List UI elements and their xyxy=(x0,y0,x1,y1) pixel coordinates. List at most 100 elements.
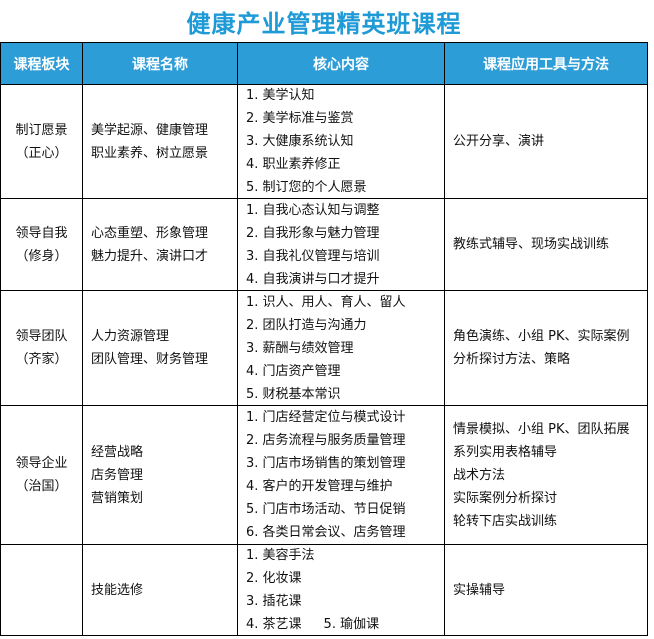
content-item: 1. 自我心态认知与调整 xyxy=(246,202,380,218)
content-item: 5. 制订您的个人愿景 xyxy=(246,180,367,195)
module-line: 领导团队 xyxy=(15,329,68,344)
course-line: 技能选修 xyxy=(91,582,144,598)
methods-line: 系列实用表格辅导 xyxy=(453,444,558,460)
content-line: 1. 识人、用人、育人、留人 xyxy=(246,291,444,314)
content-line: 3. 大健康系统认知 xyxy=(246,130,444,153)
content-line: 4. 客户的开发管理与维护 xyxy=(246,475,444,498)
course-line: 营销策划 xyxy=(91,490,144,506)
course-line: 职业素养、树立愿景 xyxy=(91,145,209,161)
content-item: 6. 各类日常会议、店务管理 xyxy=(246,525,406,540)
content-line: 2. 店务流程与服务质量管理 xyxy=(246,429,444,452)
content-item: 2. 美学标准与鉴赏 xyxy=(246,111,354,126)
header-cell: 课程名称 xyxy=(83,43,238,85)
methods-cell: 实操辅导 xyxy=(445,545,648,636)
header-cell: 课程板块 xyxy=(0,43,83,85)
module-line: （齐家） xyxy=(15,352,68,367)
content-item: 5. 瑜伽课 xyxy=(323,617,380,632)
methods-cell: 情景模拟、小组 PK、团队拓展 系列实用表格辅导 战术方法 实际案例分析探讨 轮转下店实… xyxy=(445,406,648,545)
content-item: 4. 门店资产管理 xyxy=(246,363,341,379)
content-line: 5. 制订您的个人愿景 xyxy=(246,176,444,199)
course-line: 团队管理、财务管理 xyxy=(91,352,209,367)
content-item: 4. 客户的开发管理与维护 xyxy=(246,479,393,494)
methods-line: 实操辅导 xyxy=(453,582,506,598)
methods-cell: 公开分享、演讲 xyxy=(445,85,648,199)
content-line: 2. 自我形象与魅力管理 xyxy=(246,222,444,245)
content-item: 1. 美学认知 xyxy=(246,88,315,103)
content-item: 5. 财税基本常识 xyxy=(246,386,341,402)
module-line: （正心） xyxy=(15,145,68,161)
content-item: 3. 插花课 xyxy=(246,594,302,609)
course-line: 店务管理 xyxy=(91,467,144,483)
course-line: 人力资源管理 xyxy=(91,329,170,344)
course-line: 美学起源、健康管理 xyxy=(91,122,209,138)
header-cell: 课程应用工具与方法 xyxy=(445,43,648,85)
module-line: 领导企业 xyxy=(15,456,68,471)
methods-line: 战术方法 xyxy=(453,467,506,483)
content-line: 1. 自我心态认知与调整 xyxy=(246,199,444,222)
content-line: 2. 美学标准与鉴赏 xyxy=(246,107,444,130)
content-line: 3. 自我礼仪管理与培训 xyxy=(246,245,444,268)
content-line: 1. 美容手法 xyxy=(246,544,444,567)
content-line: 3. 门店市场销售的策划管理 xyxy=(246,452,444,475)
header-cell: 核心内容 xyxy=(238,43,445,85)
module-cell: 领导企业 （治国） xyxy=(0,406,83,545)
module-cell: 制订愿景 （正心） xyxy=(0,85,83,199)
module-cell: 领导自我 （修身） xyxy=(0,199,83,291)
methods-cell: 角色演练、小组 PK、实际案例 分析探讨方法、策略 xyxy=(445,291,648,406)
course-cell: 经营战略店务管理营销策划 xyxy=(83,406,238,545)
content-line: 3. 薪酬与绩效管理 xyxy=(246,337,444,360)
content-line: 5. 财税基本常识 xyxy=(246,383,444,406)
content-line: 6. 各类日常会议、店务管理 xyxy=(246,521,444,544)
course-line: 心态重塑、形象管理 xyxy=(91,225,209,241)
methods-line: 轮转下店实战训练 xyxy=(453,513,558,529)
content-item: 2. 化妆课 xyxy=(246,571,302,586)
content-item: 4. 茶艺课 xyxy=(246,617,302,632)
methods-line: 分析探讨方法、策略 xyxy=(453,352,571,367)
methods-line: 情景模拟、小组 PK、团队拓展 xyxy=(453,421,630,437)
module-cell xyxy=(0,545,83,636)
content-line: 1. 美学认知 xyxy=(246,84,444,107)
module-line: （修身） xyxy=(15,248,68,264)
content-item: 4. 自我演讲与口才提升 xyxy=(246,271,380,287)
content-cell: 1. 识人、用人、育人、留人 2. 团队打造与沟通力 3. 薪酬与绩效管理 4. 门店… xyxy=(238,291,445,406)
content-item: 1. 美容手法 xyxy=(246,548,315,563)
content-line: 2. 团队打造与沟通力 xyxy=(246,314,444,337)
content-item: 5. 门店市场活动、节日促销 xyxy=(246,502,406,517)
course-cell: 美学起源、健康管理 职业素养、树立愿景 xyxy=(83,85,238,199)
content-item: 2. 店务流程与服务质量管理 xyxy=(246,433,406,448)
course-line: 经营战略 xyxy=(91,444,144,460)
content-cell: 1. 门店经营定位与模式设计 2. 店务流程与服务质量管理 3. 门店市场销售的策划… xyxy=(238,406,445,545)
course-line: 魅力提升、演讲口才 xyxy=(91,248,209,264)
module-line: （治国） xyxy=(15,479,68,494)
content-line: 3. 插花课 xyxy=(246,590,444,613)
content-item: 2. 自我形象与魅力管理 xyxy=(246,225,380,241)
content-item: 1. 识人、用人、育人、留人 xyxy=(246,294,406,310)
content-item: 1. 门店经营定位与模式设计 xyxy=(246,410,406,425)
methods-line: 角色演练、小组 PK、实际案例 xyxy=(453,329,630,344)
content-item: 3. 薪酬与绩效管理 xyxy=(246,340,354,356)
content-line: 4. 门店资产管理 xyxy=(246,360,444,383)
course-cell: 人力资源管理团队管理、财务管理 xyxy=(83,291,238,406)
methods-cell: 教练式辅导、现场实战训练 xyxy=(445,199,648,291)
content-line: 1. 门店经营定位与模式设计 xyxy=(246,406,444,429)
content-item: 3. 自我礼仪管理与培训 xyxy=(246,248,380,264)
content-item: 3. 门店市场销售的策划管理 xyxy=(246,456,406,471)
content-item: 3. 大健康系统认知 xyxy=(246,134,354,149)
content-line: 5. 门店市场活动、节日促销 xyxy=(246,498,444,521)
module-cell: 领导团队 （齐家） xyxy=(0,291,83,406)
methods-line: 教练式辅导、现场实战训练 xyxy=(453,237,610,252)
content-line: 4. 职业素养修正 xyxy=(246,153,444,176)
module-line: 制订愿景 xyxy=(15,122,68,138)
content-item: 2. 团队打造与沟通力 xyxy=(246,317,367,333)
content-cell: 1. 自我心态认知与调整 2. 自我形象与魅力管理 3. 自我礼仪管理与培训 4. 自… xyxy=(238,199,445,291)
course-cell: 心态重塑、形象管理 魅力提升、演讲口才 xyxy=(83,199,238,291)
content-line: 2. 化妆课 xyxy=(246,567,444,590)
methods-line: 公开分享、演讲 xyxy=(453,134,545,149)
content-line: 4. 茶艺课 5. 瑜伽课 xyxy=(246,613,444,636)
content-cell: 1. 美容手法 2. 化妆课 3. 插花课 4. 茶艺课 5. 瑜伽课 xyxy=(238,545,445,636)
content-item: 4. 职业素养修正 xyxy=(246,157,341,172)
course-cell: 技能选修 xyxy=(83,545,238,636)
